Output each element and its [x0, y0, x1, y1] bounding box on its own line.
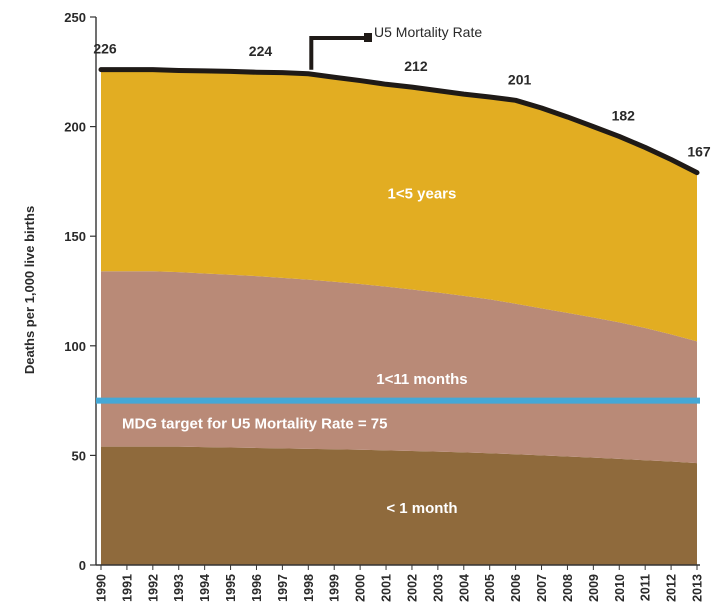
u5-mortality-line — [98, 67, 700, 176]
x-tick-label: 1999 — [328, 574, 342, 602]
band-label-0: < 1 month — [386, 500, 457, 517]
series-label: U5 Mortality Rate — [374, 24, 482, 40]
data-label: 167 — [687, 144, 711, 160]
area-bands — [101, 69, 697, 565]
band-labels: < 1 month 1<11 months 1<5 years — [376, 185, 467, 517]
x-tick-label: 1994 — [198, 574, 212, 602]
x-tick-label: 1992 — [146, 574, 160, 602]
x-tick-label: 2002 — [405, 574, 419, 602]
y-tick-label: 100 — [64, 339, 86, 354]
band-label-2: 1<5 years — [388, 185, 457, 202]
target-line-group: MDG target for U5 Mortality Rate = 75 — [96, 397, 700, 433]
x-tick-label: 2001 — [380, 574, 394, 602]
x-tick-label: 2003 — [431, 574, 445, 602]
data-label: 182 — [612, 107, 636, 123]
x-tick-label: 1995 — [224, 574, 238, 602]
x-ticks: 1990 1991 1992 1993 1994 1995 1996 1997 1998 1999… — [95, 565, 705, 602]
x-tick-label: 2006 — [509, 574, 523, 602]
x-tick-label: 2009 — [587, 574, 601, 602]
x-tick-label: 1990 — [95, 574, 109, 602]
y-tick-label: 50 — [72, 448, 86, 463]
x-tick-label: 2000 — [354, 574, 368, 602]
series-label-group: U5 Mortality Rate — [309, 24, 482, 70]
x-tick-label: 1991 — [120, 574, 134, 602]
y-tick-label: 0 — [79, 558, 86, 573]
x-tick-label: 1997 — [276, 574, 290, 602]
y-tick-label: 200 — [64, 120, 86, 135]
x-tick-label: 2012 — [665, 574, 679, 602]
x-tick-label: 1993 — [172, 574, 186, 602]
series-label-connector — [309, 36, 368, 70]
area-series-1 — [101, 271, 697, 464]
x-tick-label: 2007 — [535, 574, 549, 602]
y-tick-label: 250 — [64, 10, 86, 25]
data-labels: 226 224 212 201 182 167 — [93, 41, 711, 160]
data-label: 201 — [508, 71, 532, 87]
x-tick-label: 1996 — [250, 574, 264, 602]
data-label: 224 — [249, 43, 273, 59]
y-tick-label: 150 — [64, 229, 86, 244]
area-series-2 — [101, 69, 697, 342]
x-tick-label: 1998 — [302, 574, 316, 602]
total-line-group — [98, 67, 700, 176]
target-line-label: MDG target for U5 Mortality Rate = 75 — [122, 416, 387, 433]
data-label: 226 — [93, 41, 117, 57]
data-label: 212 — [404, 58, 428, 74]
x-tick-label: 2011 — [639, 574, 653, 601]
band-label-1: 1<11 months — [376, 371, 467, 388]
x-tick-label: 2005 — [483, 574, 497, 602]
x-tick-label: 2013 — [691, 574, 705, 602]
y-axis-label: Deaths per 1,000 live births — [22, 206, 37, 374]
x-tick-label: 2010 — [613, 574, 627, 602]
area-series-0 — [101, 446, 697, 565]
axes — [95, 17, 700, 566]
y-ticks: 0 50 100 150 200 250 — [64, 10, 96, 573]
series-label-marker — [364, 33, 372, 42]
x-tick-label: 2004 — [457, 574, 471, 602]
x-tick-label: 2008 — [561, 574, 575, 602]
